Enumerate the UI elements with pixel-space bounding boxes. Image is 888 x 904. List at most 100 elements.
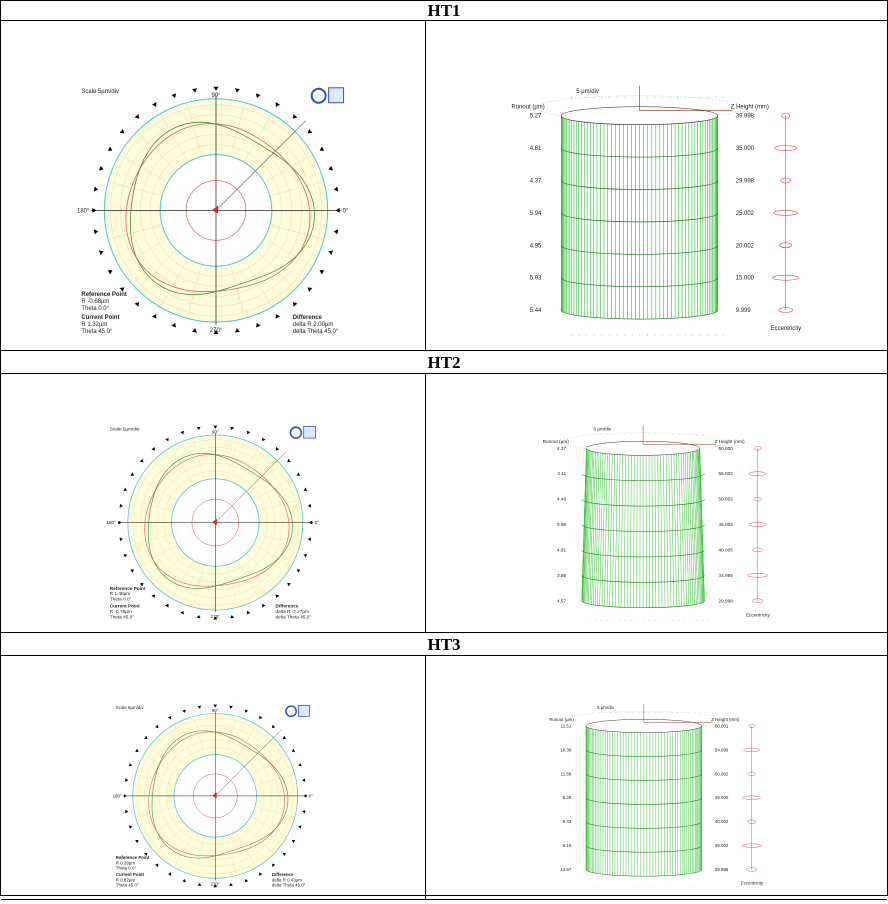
tick-marker [235,328,240,332]
label: Current Point [110,604,140,609]
label: Scale 5µm/div [81,89,119,95]
tick-marker [292,749,295,752]
tick-marker [245,879,248,882]
runout-value: 4.48 [557,497,567,502]
height-value: 29.999 [715,867,729,872]
label: Z Height (mm) [715,439,745,444]
runout-value: 11.68 [561,771,572,776]
runout-value: 5.93 [530,276,542,282]
tick-marker [92,208,96,213]
label: Reference Point [116,855,150,860]
tick-marker [272,725,275,728]
icon-b [329,88,344,103]
tick-marker [308,537,311,541]
label: Current Point [116,872,145,877]
icon-a [286,706,296,716]
tick-marker [118,521,121,525]
label: 270° [211,882,220,887]
runout-value: 4.57 [557,598,567,603]
tick-marker [144,736,147,739]
label: Theta 0.0° [81,306,109,312]
tick-marker [320,146,325,150]
tick-marker [308,504,311,508]
tick-marker [108,270,113,274]
tick-marker [230,427,234,430]
label: Difference [293,315,323,321]
tick-marker [152,314,156,319]
label: R -0.68µm [81,299,109,305]
label: Theta 45.0° [116,882,139,887]
tick-marker [292,840,295,843]
runout-value: 10.38 [560,747,572,752]
tick-marker [182,709,185,712]
label: Difference [272,872,294,877]
label: 5 µm/div [597,705,615,710]
tick-marker [229,883,233,886]
label: 270° [210,328,223,334]
tick-marker [165,604,168,608]
tick-marker [129,763,132,766]
label: R -0.78µm [110,609,132,614]
tick-marker [125,778,128,782]
label: Theta 45.0° [81,329,113,335]
tick-marker [197,615,201,618]
label: 180° [77,208,90,214]
tick-marker [235,88,240,92]
tick-marker [152,594,156,598]
runout-value: 4.81 [557,547,567,552]
label: R 0.82µm [116,877,136,882]
height-value: 29.998 [736,179,755,185]
tick-marker [197,427,201,430]
label: 5 µm/div [593,426,611,431]
icon-b [304,426,316,438]
tick-marker [124,794,127,798]
label: Runout (µm) [549,717,574,722]
tick-marker [120,129,125,133]
label: 0° [309,793,313,798]
tick-marker [135,114,139,119]
height-value: 60.001 [715,723,729,728]
label: 90° [211,93,221,99]
tick-marker [130,472,134,475]
tick-marker [124,554,128,558]
runout-value: 5.94 [530,211,542,217]
height-value: 34.999 [719,573,734,578]
height-value: 45.002 [719,522,734,527]
tick-marker [328,166,333,171]
runout-value: 8.28 [563,795,572,800]
runout-value: 4.81 [530,146,542,152]
tick-marker [99,166,104,171]
tick-marker [192,328,197,332]
tick-marker [256,323,261,328]
tick-marker [245,709,248,712]
tick-marker [262,438,265,442]
label: delta R 2.00µm [293,322,334,328]
height-value: 39.998 [736,114,755,120]
tick-marker [182,879,185,882]
height-value: 35.000 [736,146,755,152]
label: Eccentricity [771,326,802,332]
tick-marker [276,102,280,107]
tick-marker [230,615,234,618]
runout-value: 4.95 [530,243,542,249]
label: Z Height (mm) [711,717,740,722]
label: Eccentricity [746,612,771,617]
label: Theta 45.0° [110,615,134,620]
tick-marker [129,825,132,828]
tick-marker [302,778,305,782]
label: 0° [343,208,349,214]
label: Eccentricity [741,880,764,885]
tick-marker [334,187,338,192]
label: 90° [212,708,219,713]
label: 90° [212,429,219,434]
icon-a [312,89,326,103]
label: R 1.32µm [81,322,107,328]
icon-b [298,705,309,716]
height-value: 60.000 [719,446,734,451]
